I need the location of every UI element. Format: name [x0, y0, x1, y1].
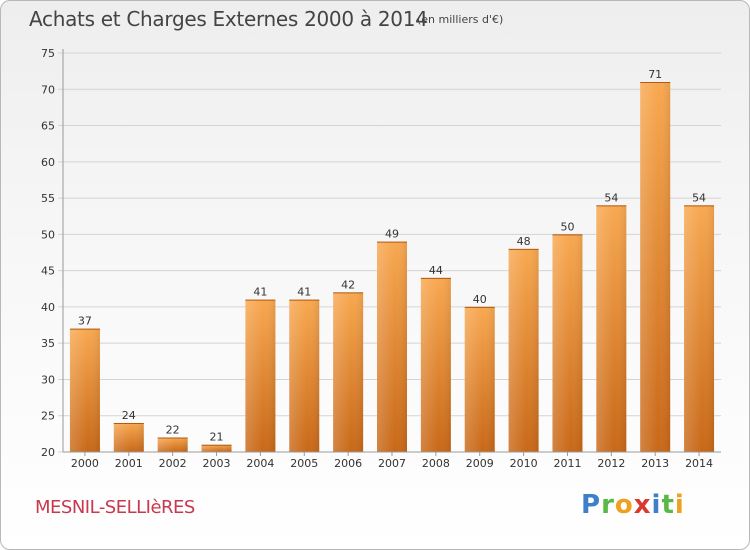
x-tick-label: 2008 [422, 457, 450, 470]
bar-shade [640, 82, 671, 452]
x-tick-label: 2012 [597, 457, 625, 470]
logo-letter: r [601, 490, 615, 520]
data-label: 40 [473, 293, 487, 306]
data-label: 21 [210, 431, 224, 444]
data-label: 49 [385, 228, 399, 241]
data-label: 24 [122, 409, 136, 422]
x-tick-label: 2003 [203, 457, 231, 470]
x-tick-label: 2009 [466, 457, 494, 470]
bar-shade [289, 299, 320, 452]
bar-shade [464, 306, 495, 452]
bar-shade [596, 205, 627, 452]
y-tick-label: 20 [41, 446, 55, 459]
bar-shade [69, 328, 100, 452]
x-tick-label: 2013 [641, 457, 669, 470]
y-tick-label: 35 [41, 337, 55, 350]
y-tick-label: 25 [41, 410, 55, 423]
data-label: 42 [341, 278, 355, 291]
y-tick-label: 60 [41, 156, 55, 169]
logo-letter: t [661, 490, 675, 520]
logo-letter: o [614, 490, 634, 520]
logo-letter: x [633, 490, 652, 520]
x-tick-label: 2007 [378, 457, 406, 470]
data-label: 41 [297, 286, 311, 299]
x-tick-label: 2004 [246, 457, 274, 470]
logo-letter: i [674, 490, 685, 520]
proxiti-logo: Proxiti [581, 490, 685, 520]
y-tick-label: 50 [41, 228, 55, 241]
bar-shade [508, 248, 539, 452]
bar-shade [157, 437, 188, 452]
x-tick-label: 2010 [510, 457, 538, 470]
bar-shade [377, 241, 407, 452]
data-label: 71 [648, 68, 662, 81]
y-tick-label: 30 [41, 373, 55, 386]
x-tick-label: 2011 [553, 457, 581, 470]
data-label: 22 [166, 423, 180, 436]
bar-shade [245, 299, 276, 452]
commune-name: MESNIL-SELLIèRES [35, 497, 195, 518]
y-tick-label: 40 [41, 301, 55, 314]
x-tick-label: 2000 [71, 457, 99, 470]
y-tick-label: 45 [41, 265, 55, 278]
bar-shade [684, 205, 715, 452]
y-tick-label: 65 [41, 120, 55, 133]
bar-shade [333, 292, 364, 452]
x-tick-label: 2001 [115, 457, 143, 470]
x-tick-label: 2002 [159, 457, 187, 470]
x-tick-label: 2014 [685, 457, 713, 470]
x-tick-label: 2006 [334, 457, 362, 470]
data-label: 44 [429, 264, 443, 277]
data-label: 41 [253, 286, 267, 299]
x-tick-label: 2005 [290, 457, 318, 470]
logo-letter: P [581, 490, 602, 520]
y-tick-label: 75 [41, 47, 55, 60]
data-label: 54 [604, 191, 618, 204]
bar-shade [113, 422, 144, 452]
bar-shade [420, 277, 451, 452]
y-tick-label: 55 [41, 192, 55, 205]
logo-letter: i [651, 490, 662, 520]
data-label: 50 [560, 220, 574, 233]
bar-shade [552, 234, 583, 452]
data-label: 48 [517, 235, 531, 248]
data-label: 37 [78, 315, 92, 328]
data-label: 54 [692, 191, 706, 204]
chart-subtitle: (en milliers d'€) [417, 13, 504, 26]
y-tick-label: 70 [41, 83, 55, 96]
chart-title: Achats et Charges Externes 2000 à 2014 [29, 7, 428, 31]
bar-shade [201, 444, 232, 452]
